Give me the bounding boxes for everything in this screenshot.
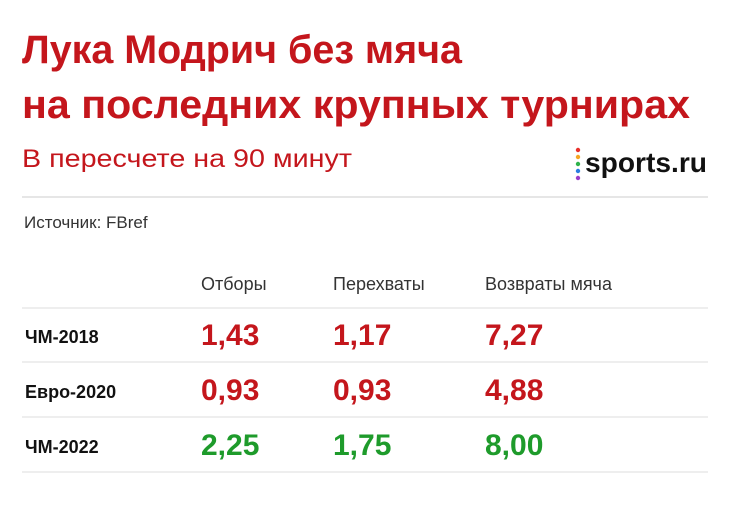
cell-value: 1,75 <box>333 429 391 462</box>
column-header: Возвраты мяча <box>485 274 613 294</box>
cell-value: 2,25 <box>201 429 259 462</box>
cell-value: 1,43 <box>201 319 259 352</box>
cell-value: 7,27 <box>485 319 543 352</box>
source: Источник: FBref <box>24 213 148 232</box>
logo-icon <box>575 147 581 181</box>
row-label: ЧМ-2018 <box>25 327 99 347</box>
title-line: на последних крупных турнирах <box>22 83 690 127</box>
table: Отборы Перехваты Возвраты мяча ЧМ-2018 1,43 1… <box>22 274 708 473</box>
cell-value: 8,00 <box>485 429 543 462</box>
cell-value: 1,17 <box>333 319 391 352</box>
cell-value: 0,93 <box>201 374 259 407</box>
subtitle: В пересчете на 90 минут <box>22 145 353 173</box>
column-header: Перехваты <box>333 274 425 294</box>
logo: sports.ru <box>585 147 707 178</box>
column-header: Отборы <box>201 274 267 294</box>
row-label: ЧМ-2022 <box>25 437 99 457</box>
cell-value: 4,88 <box>485 374 543 407</box>
cell-value: 0,93 <box>333 374 391 407</box>
row-label: Евро-2020 <box>25 382 116 402</box>
title-line: Лука Модрич без мяча <box>22 28 463 72</box>
